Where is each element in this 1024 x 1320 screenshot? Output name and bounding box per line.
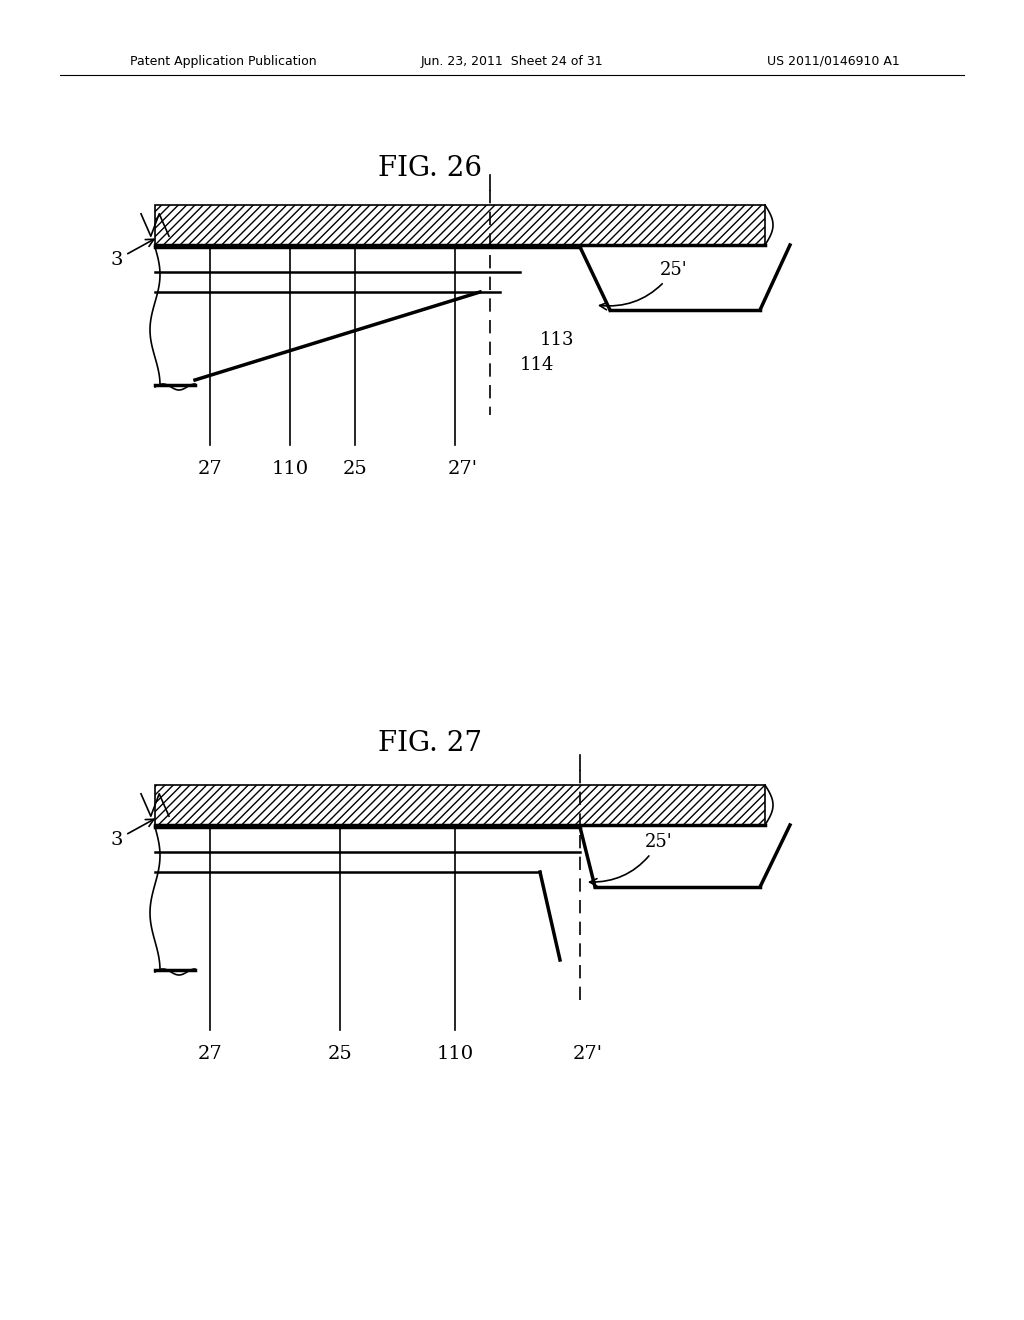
Text: 3: 3 bbox=[110, 820, 154, 849]
Text: 110: 110 bbox=[436, 1045, 473, 1063]
Text: FIG. 26: FIG. 26 bbox=[378, 154, 482, 182]
Text: 110: 110 bbox=[271, 459, 308, 478]
Text: Jun. 23, 2011  Sheet 24 of 31: Jun. 23, 2011 Sheet 24 of 31 bbox=[421, 55, 603, 69]
Text: 25: 25 bbox=[328, 1045, 352, 1063]
Text: 25': 25' bbox=[600, 261, 688, 310]
Text: FIG. 27: FIG. 27 bbox=[378, 730, 482, 756]
Text: 27: 27 bbox=[198, 459, 222, 478]
Text: US 2011/0146910 A1: US 2011/0146910 A1 bbox=[767, 55, 900, 69]
Text: 114: 114 bbox=[520, 356, 554, 374]
Text: 113: 113 bbox=[540, 331, 574, 348]
Text: 27': 27' bbox=[573, 1045, 603, 1063]
Text: 27': 27' bbox=[449, 459, 478, 478]
Text: 25: 25 bbox=[343, 459, 368, 478]
Text: 27: 27 bbox=[198, 1045, 222, 1063]
Text: Patent Application Publication: Patent Application Publication bbox=[130, 55, 316, 69]
Bar bbox=[155, 205, 765, 246]
Bar bbox=[155, 785, 765, 825]
Text: 25': 25' bbox=[590, 833, 673, 886]
Text: 3: 3 bbox=[110, 239, 154, 269]
